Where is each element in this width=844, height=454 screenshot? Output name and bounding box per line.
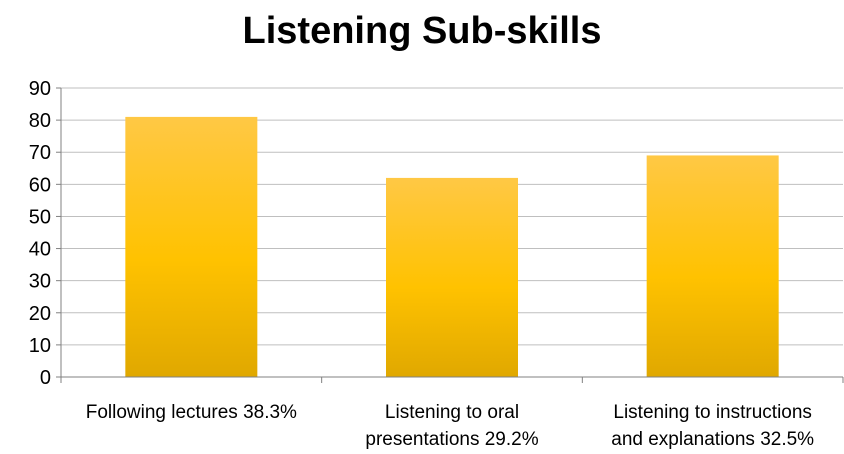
y-tick-label: 50 <box>29 206 51 228</box>
x-tick-label-line: Following lectures 38.3% <box>86 402 297 423</box>
bars <box>125 116 779 378</box>
bar <box>386 177 518 377</box>
y-tick-label: 80 <box>29 110 51 132</box>
x-tick-label: Following lectures 38.3% <box>86 402 297 423</box>
y-tick-label: 20 <box>29 303 51 325</box>
x-tick-label-line: Listening to instructions <box>613 402 812 423</box>
x-tick-label-line: Listening to oral <box>385 402 519 423</box>
y-tick-label: 0 <box>40 367 51 389</box>
y-tick-label: 60 <box>29 174 51 196</box>
axes <box>56 87 844 383</box>
y-tick-label: 10 <box>29 335 51 357</box>
x-tick-label-line: and explanations 32.5% <box>611 429 814 450</box>
bar <box>125 116 258 378</box>
y-tick-label: 30 <box>29 271 51 293</box>
bar <box>646 155 779 377</box>
x-tick-label: Listening to oral presentations 29.2% <box>365 402 538 450</box>
y-tick-label: 90 <box>29 78 51 100</box>
y-tick-label: 70 <box>29 142 51 164</box>
chart-title: Listening Sub-skills <box>242 10 602 52</box>
x-tick-label: Listening to instructions and explanation… <box>611 402 814 450</box>
labels: 0 10 20 30 40 50 60 70 80 90 Following lectures 38… <box>29 78 814 450</box>
y-tick-label: 40 <box>29 239 51 261</box>
x-tick-label-line: presentations 29.2% <box>365 429 538 450</box>
